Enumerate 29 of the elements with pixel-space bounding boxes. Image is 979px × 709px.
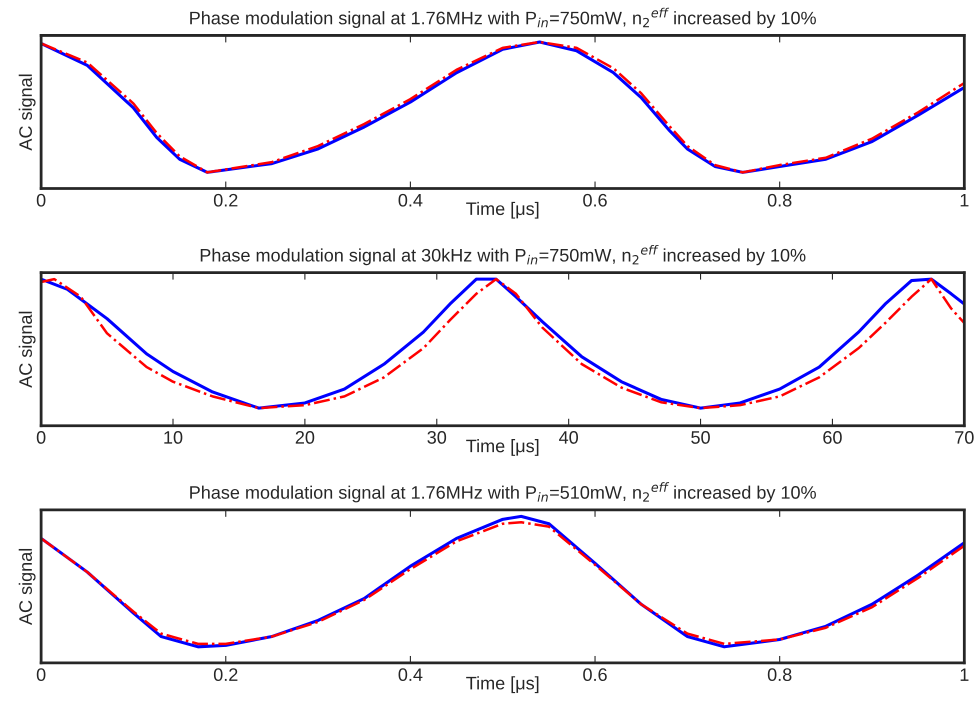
x-tick-label: 20 (296, 431, 314, 444)
x-tick-label: 70 (955, 431, 974, 444)
x-tick-label: 0.6 (583, 194, 607, 207)
x-tick-label: 30 (427, 431, 446, 444)
chart-title: Phase modulation signal at 1.76MHz with P$_{in}$=510mW, n$_{2}$$^{eff}$ increased by 10% (190, 482, 816, 502)
x-tick-label: 0 (36, 668, 46, 682)
y-axis-title: AC signal (18, 312, 36, 388)
y-axis-title: AC signal (18, 548, 36, 625)
x-tick-label: 0.2 (214, 668, 238, 682)
x-tick-label: 1 (960, 668, 968, 681)
x-axis-title: Time [μs] (466, 439, 538, 456)
x-tick-label: 0.4 (398, 668, 422, 682)
x-tick-label: 50 (691, 431, 710, 444)
x-tick-label: 10 (164, 431, 182, 444)
x-tick-label: 0.4 (398, 194, 422, 207)
x-axis-title: Time [μs] (466, 676, 538, 694)
y-axis-title: AC signal (18, 74, 36, 151)
x-tick-label: 0.2 (214, 194, 238, 207)
x-tick-label: 40 (559, 431, 578, 444)
x-tick-label: 0 (36, 431, 46, 444)
x-tick-label: 0.8 (768, 194, 792, 207)
chart-title: Phase modulation signal at 1.76MHz with P$_{in}$=750mW, n$_{2}$$^{eff}$ increased by 10% (190, 8, 816, 28)
x-tick-label: 1 (960, 194, 968, 206)
x-tick-label: 0.8 (768, 668, 792, 682)
x-tick-label: 0 (36, 194, 46, 207)
chart-title: Phase modulation signal at 30kHz with P$_{in}$=750mW, n$_{2}$$^{eff}$ increased by 10% (200, 244, 806, 266)
x-axis-title: Time [μs] (466, 202, 538, 219)
x-tick-label: 60 (823, 431, 842, 444)
x-tick-label: 0.6 (583, 668, 607, 682)
